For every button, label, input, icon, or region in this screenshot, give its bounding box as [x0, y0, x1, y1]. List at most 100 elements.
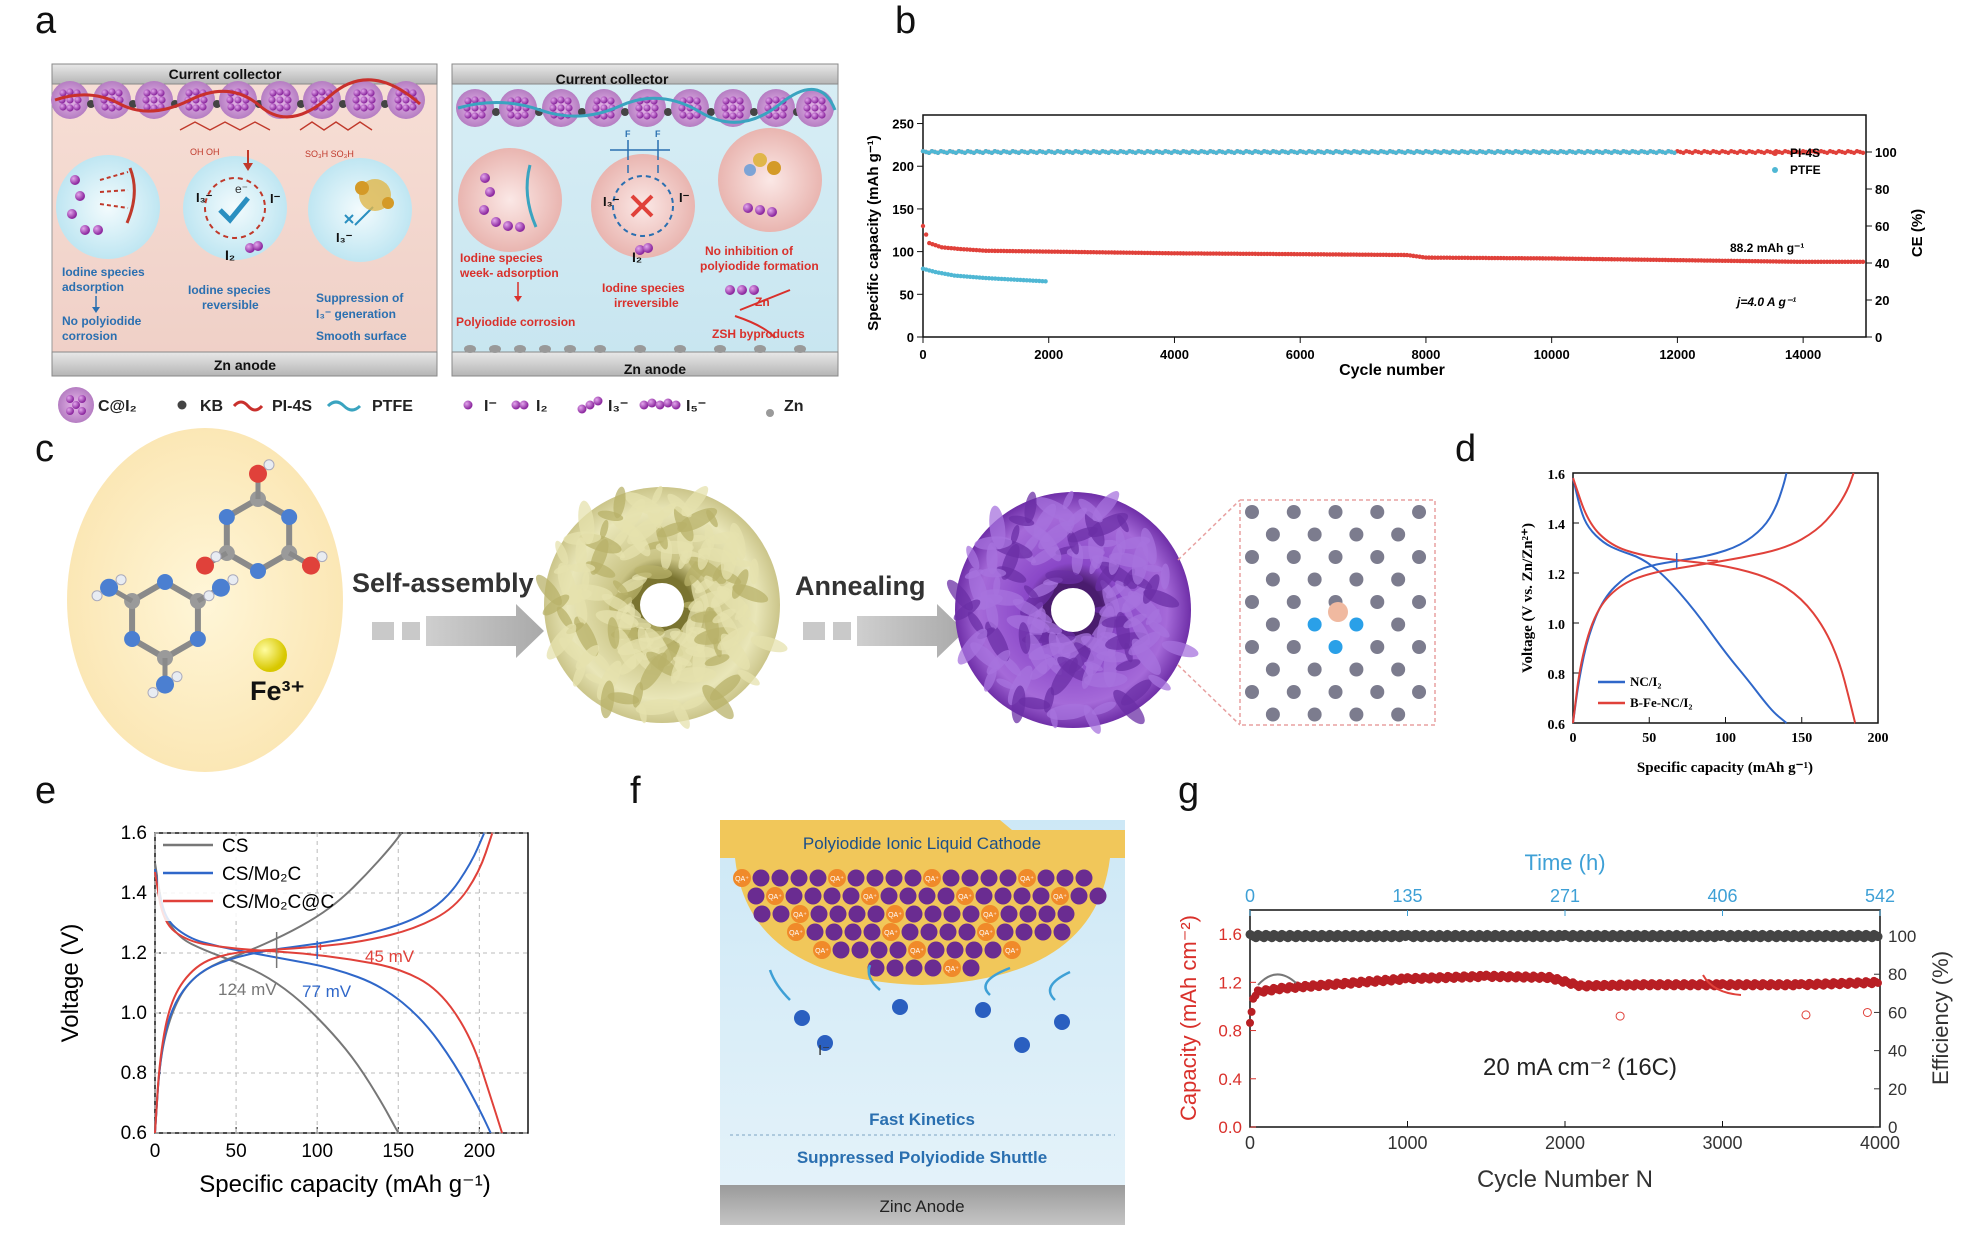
zn-deposit — [634, 345, 646, 353]
iodine-atom — [268, 96, 276, 104]
series-PTFE-capacity — [920, 266, 1048, 284]
right-c1-line1: Iodine species — [460, 251, 543, 265]
legend-label: PTFE — [372, 398, 413, 415]
iodine-atom — [192, 88, 200, 96]
data-point — [980, 275, 985, 281]
data-point — [923, 232, 929, 237]
iodine-atom — [101, 89, 109, 97]
tick-label: 14000 — [1785, 347, 1821, 362]
c-i2-cluster — [585, 89, 623, 127]
iodine-atom — [352, 96, 360, 104]
zn-deposits — [464, 345, 806, 353]
iodine-atom — [686, 112, 694, 120]
iodine-atom — [67, 209, 77, 219]
iodine-atom — [651, 104, 659, 112]
iodine-atom — [409, 89, 417, 97]
iodine-atom — [480, 173, 490, 183]
iodine-atom — [479, 104, 487, 112]
iodine-atom — [318, 88, 326, 96]
iodine-atom — [192, 104, 200, 112]
iodine-atom — [643, 104, 651, 112]
iodine-atom — [108, 88, 116, 96]
iodine-atom — [478, 111, 486, 119]
data-point — [1021, 277, 1026, 283]
iodine-atom — [394, 96, 402, 104]
iodine-atom — [749, 285, 759, 295]
iodine-atom — [737, 104, 745, 112]
iodine-atom — [693, 97, 701, 105]
iodine-atom — [409, 103, 417, 111]
c-i2-cluster — [714, 89, 752, 127]
check-icon — [218, 196, 250, 224]
iodine-atom — [564, 97, 572, 105]
legend-i3-icon — [593, 396, 603, 406]
iodine-atom — [506, 104, 514, 112]
iodine-atom — [227, 103, 235, 111]
kb-particle — [297, 100, 305, 108]
iodine-atom — [514, 112, 522, 120]
iodine-atom — [779, 111, 787, 119]
iodine-atom — [66, 88, 74, 96]
data-point — [1015, 277, 1020, 282]
iodine-atom — [765, 97, 773, 105]
iodine-atom — [729, 96, 737, 104]
iodine-atom — [66, 96, 74, 104]
legend-label: C@I₂ — [98, 398, 137, 415]
iodine-atom — [557, 96, 565, 104]
iodine-atom — [722, 111, 730, 119]
tick-label: 20 — [1875, 293, 1889, 308]
data-point — [977, 248, 982, 253]
iodine-atom — [360, 88, 368, 96]
right-c2-line1: Iodine species — [602, 281, 685, 295]
iodine-atom — [253, 241, 263, 251]
tick-label: 0.4 — [1218, 1070, 1242, 1089]
legend-iodide-icon — [463, 400, 473, 410]
legend-i2-icon — [511, 400, 521, 410]
iodine-atom — [743, 203, 753, 213]
tick-label: 406 — [1707, 886, 1737, 906]
data-point — [971, 274, 976, 280]
tick-label: 0 — [919, 347, 926, 362]
iodine-atom — [600, 104, 608, 112]
c-i2-cluster — [345, 81, 383, 119]
iodine-atom — [66, 395, 74, 403]
data-point — [971, 247, 976, 253]
tick-label: 10000 — [1534, 347, 1570, 362]
tick-label: 12000 — [1659, 347, 1695, 362]
iodine-atom — [311, 89, 319, 97]
data-point — [974, 275, 979, 280]
iodine-atom — [643, 112, 651, 120]
iodine-atom — [643, 243, 653, 253]
iodine-atom — [143, 103, 151, 111]
right-anode-label: Zn anode — [624, 361, 686, 377]
tick-label: 0.8 — [1218, 1022, 1242, 1041]
tick-label: 2000 — [1545, 1133, 1585, 1153]
iodine-atom — [514, 104, 522, 112]
legend-pi4s-icon — [232, 400, 264, 412]
data-point — [1024, 278, 1029, 283]
right-c3-line2: polyiodide formation — [700, 259, 819, 273]
zn-deposit — [794, 345, 806, 353]
tick-label: 100 — [1875, 145, 1897, 160]
legend-label: I⁻ — [484, 398, 497, 415]
i2-label-left: I₂ — [225, 247, 235, 263]
tick-label: 40 — [1888, 1042, 1907, 1061]
left-c3-line1: Suppression of — [316, 291, 404, 305]
left-c1-line4: corrosion — [62, 329, 117, 343]
data-point — [1002, 276, 1007, 282]
left-c3-line2: I₃⁻ generation — [316, 307, 396, 321]
tick-label: 8000 — [1411, 347, 1440, 362]
iodine-atom — [755, 205, 765, 215]
data-point — [983, 275, 989, 281]
iodine-atom — [515, 222, 525, 232]
iodine-atom — [491, 217, 501, 227]
iodine-atom — [565, 104, 573, 112]
i3-label-right: I₃⁻ — [603, 194, 620, 209]
outlier-point — [1862, 1007, 1872, 1017]
data-point — [964, 274, 970, 279]
iodine-atom — [157, 89, 165, 97]
right-c2-line2: irreversible — [614, 296, 679, 310]
data-point — [958, 246, 963, 252]
iodine-atom — [479, 205, 489, 215]
